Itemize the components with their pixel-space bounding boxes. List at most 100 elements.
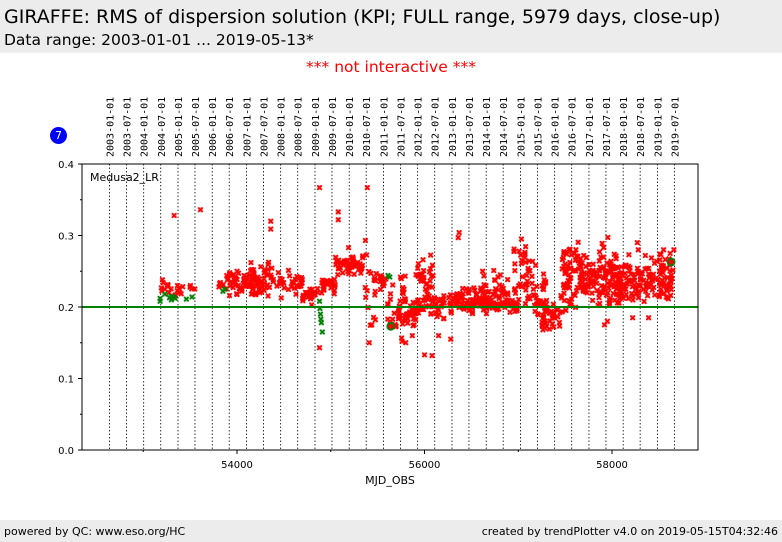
data-point-red (600, 244, 607, 251)
data-point-red (435, 332, 442, 339)
data-point-green (168, 293, 175, 300)
data-point-red (601, 322, 608, 328)
data-point-red (645, 271, 652, 277)
data-point-red (661, 279, 667, 286)
data-point-red (370, 314, 377, 321)
data-point-red (402, 273, 408, 279)
data-point-red (409, 332, 416, 339)
data-point-red (300, 293, 307, 300)
data-point-red (582, 289, 589, 295)
data-point-red (269, 265, 275, 271)
data-point-red (179, 283, 186, 290)
data-point-red (517, 252, 524, 258)
data-point-red (658, 262, 665, 269)
data-point-red (512, 267, 518, 274)
data-point-red (340, 260, 347, 267)
data-point-red (329, 281, 335, 287)
data-point-green (319, 329, 326, 335)
data-point-red (604, 290, 611, 296)
data-point-red (607, 278, 614, 285)
data-point-red (378, 277, 385, 284)
info-badge: 7 (50, 127, 67, 144)
axes: 0.0 0.1 0.2 0.3 0.4 54000 56000 58000 (58, 160, 699, 471)
data-point-red (448, 308, 454, 314)
data-point-red (627, 264, 633, 271)
data-point-red (335, 209, 342, 215)
data-point-red (656, 251, 663, 257)
chart-annotation: Medusa2_LR (90, 171, 159, 184)
data-point-red (656, 294, 662, 300)
data-point-red (635, 295, 642, 301)
data-point-red (637, 270, 644, 276)
data-point-red (540, 271, 547, 277)
data-point-red (307, 286, 313, 292)
data-point-red (337, 264, 344, 271)
data-point-red (530, 286, 537, 292)
data-point-red (402, 298, 408, 305)
data-point-red (230, 284, 236, 291)
data-point-red (174, 282, 181, 289)
data-point-red (267, 226, 274, 232)
data-point-red (429, 352, 435, 359)
data-point-red (362, 294, 369, 301)
data-point-red (469, 310, 476, 317)
data-point-red (363, 252, 370, 258)
data-point-red (658, 286, 664, 293)
data-point-red (171, 212, 177, 219)
data-point-red (293, 291, 299, 297)
data-point-red (471, 300, 478, 306)
data-point-red (420, 297, 427, 304)
data-point-red (522, 300, 529, 307)
data-point-red (422, 286, 429, 292)
data-point-green (316, 298, 323, 305)
data-point-red (532, 262, 539, 269)
data-point-red (568, 275, 574, 281)
data-point-red (529, 273, 535, 280)
data-point-red (327, 277, 334, 284)
data-point-red (605, 234, 611, 241)
data-point-red (420, 257, 426, 263)
date-label: 2004-01-01 (140, 97, 151, 157)
data-point-red (515, 296, 522, 303)
data-point-red (231, 280, 238, 286)
data-point-red (300, 292, 307, 299)
data-point-red (455, 234, 462, 241)
data-point-red (568, 252, 575, 258)
data-point-red (559, 309, 565, 315)
data-point-red (523, 287, 529, 293)
data-point-red (591, 273, 597, 279)
data-point-red (316, 184, 323, 191)
highlight-point (666, 257, 676, 267)
data-point-red (248, 276, 255, 283)
data-point-red (617, 280, 623, 286)
data-point-red (230, 272, 237, 278)
data-point-red (397, 298, 403, 304)
data-point-red (471, 285, 477, 291)
data-point-red (590, 267, 596, 274)
data-point-red (286, 273, 293, 279)
data-point-red (577, 264, 584, 271)
date-label: 2015-07-01 (533, 97, 544, 157)
data-point-red (512, 261, 518, 267)
data-point-red (398, 275, 405, 282)
y-tick-label: 0.1 (58, 375, 74, 386)
data-point-red (661, 275, 668, 281)
data-point-red (480, 307, 487, 313)
date-label: 2011-01-01 (379, 97, 390, 157)
data-point-red (364, 184, 371, 191)
data-point-red (550, 324, 557, 330)
data-point-red (590, 261, 596, 267)
data-point-red (558, 295, 565, 301)
data-point-red (589, 290, 595, 296)
data-point-red (499, 299, 505, 306)
data-point-red (258, 278, 265, 285)
data-point-red (645, 314, 652, 321)
data-point-red (618, 269, 625, 276)
x-tick-label: 58000 (596, 460, 628, 471)
data-point-red (530, 292, 537, 298)
data-point-red (217, 281, 224, 288)
data-point-red (429, 262, 436, 268)
data-point-red (577, 263, 584, 269)
data-point-red (298, 283, 304, 289)
data-point-red (275, 269, 282, 276)
